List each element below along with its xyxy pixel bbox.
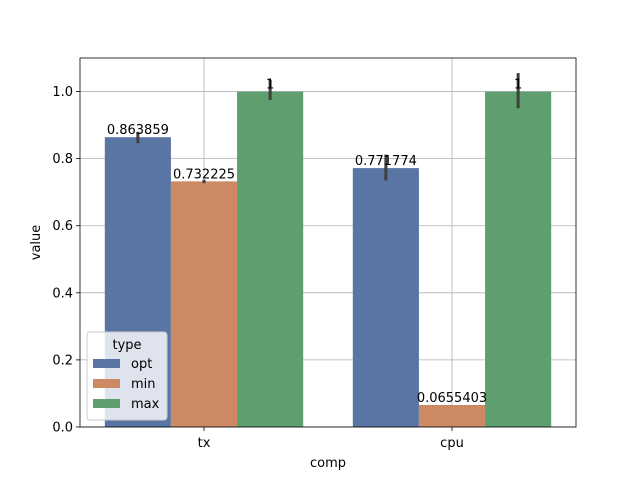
bar-value-label: 0.732225: [173, 167, 235, 182]
bar-value-label: 0.771774: [355, 154, 417, 169]
y-tick-label: 0.6: [52, 219, 73, 234]
plot-frame: [79, 57, 577, 428]
y-axis-label: value: [29, 225, 44, 261]
x-ticks: tx cpu: [198, 427, 464, 451]
legend-swatch-max: [93, 399, 120, 408]
bars: [104, 91, 552, 427]
error-bars: [136, 73, 520, 184]
legend-label-opt: opt: [131, 357, 152, 372]
y-ticks: 0.0 0.2 0.4 0.6 0.8 1.0: [52, 85, 80, 436]
legend-swatch-min: [93, 379, 120, 388]
bar-value-label: 0.863859: [107, 123, 169, 138]
y-tick-label: 0.4: [52, 286, 73, 301]
bar-max-tx: [237, 91, 304, 427]
y-tick-label: 0.0: [52, 421, 73, 436]
legend-label-max: max: [131, 397, 160, 412]
legend-label-min: min: [131, 377, 156, 392]
legend-swatch-opt: [93, 359, 120, 368]
bar-value-label: 0.0655403: [417, 391, 487, 406]
bar-value-label: 1: [514, 78, 522, 93]
x-tick-label: tx: [198, 436, 211, 451]
y-tick-label: 0.8: [52, 152, 73, 167]
y-tick-label: 1.0: [52, 85, 73, 100]
bar-min-cpu: [418, 405, 486, 427]
bar-min-tx: [170, 181, 238, 427]
legend: type opt min max: [86, 331, 168, 421]
bar-opt-cpu: [352, 168, 419, 427]
x-tick-label: cpu: [440, 436, 464, 451]
bar-max-cpu: [485, 91, 552, 427]
y-tick-label: 0.2: [52, 353, 73, 368]
bar-value-label: 1: [266, 78, 274, 93]
legend-box: [86, 331, 168, 421]
legend-title: type: [112, 338, 141, 353]
x-axis-label: comp: [310, 456, 346, 471]
bar-value-labels: 0.863859 0.771774 0.732225 0.0655403 1 1: [107, 78, 522, 406]
